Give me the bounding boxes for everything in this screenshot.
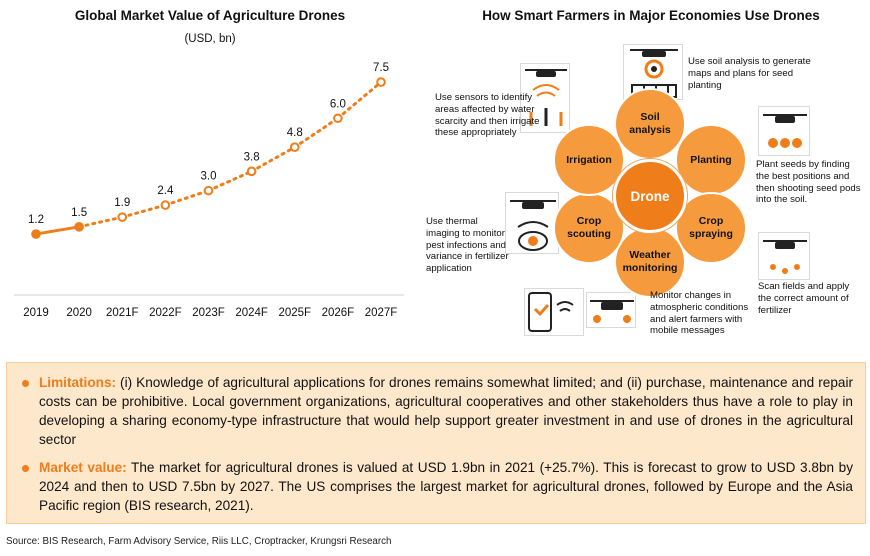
irrigation-drone-icon bbox=[520, 63, 570, 133]
market-value-item: Market value: The market for agricultura… bbox=[19, 458, 853, 515]
x-tick-label: 2027F bbox=[365, 307, 398, 319]
x-tick-label: 2021F bbox=[106, 307, 139, 319]
data-label: 7.5 bbox=[373, 62, 389, 74]
planting-drone-icon bbox=[758, 106, 810, 156]
mobile-alert-drone-icon bbox=[524, 288, 584, 336]
info-box: Limitations: (i) Knowledge of agricultur… bbox=[6, 362, 866, 524]
line-segment-forecast bbox=[77, 215, 124, 229]
petal-planting: Planting bbox=[675, 124, 747, 196]
bullet-dot bbox=[22, 465, 29, 472]
bullet-dot bbox=[22, 380, 29, 387]
line-segment-forecast bbox=[250, 145, 297, 173]
market-value-line-chart: 1.2 2019 1.5 2020 1.9 2021F 2.4 2022F 3.0 2023F 3.… bbox=[14, 62, 404, 319]
data-point bbox=[333, 113, 343, 124]
market-value-label: Market value: bbox=[39, 460, 127, 475]
data-label: 1.5 bbox=[71, 207, 87, 219]
data-point bbox=[203, 185, 214, 196]
line-segment-forecast bbox=[120, 203, 167, 219]
data-label: 6.0 bbox=[330, 98, 346, 110]
source-note: Source: BIS Research, Farm Advisory Serv… bbox=[6, 536, 392, 547]
chart-title: Global Market Value of Agriculture Drone… bbox=[74, 8, 346, 23]
data-point bbox=[31, 229, 41, 239]
line-segment-actual bbox=[34, 225, 81, 236]
thermal-camera-drone-icon bbox=[505, 192, 559, 254]
data-point bbox=[117, 212, 128, 222]
data-point bbox=[246, 166, 257, 177]
data-label: 1.2 bbox=[28, 214, 44, 226]
note-crop-scouting: Use thermal imaging to monitor pest infe… bbox=[426, 216, 509, 275]
petal-weather-monitoring: Weather monitoring bbox=[614, 226, 686, 298]
data-label: 1.9 bbox=[114, 197, 130, 209]
line-segment-forecast bbox=[293, 116, 340, 149]
x-tick-label: 2025F bbox=[278, 307, 311, 319]
data-label: 3.8 bbox=[244, 151, 260, 163]
x-tick-label: 2022F bbox=[149, 307, 182, 319]
note-planting: Plant seeds by finding the best position… bbox=[756, 159, 861, 206]
limitations-label: Limitations: bbox=[39, 375, 117, 390]
x-tick-label: 2020 bbox=[66, 307, 92, 319]
petal-soil-analysis: Soil analysis bbox=[614, 88, 686, 160]
note-crop-spraying: Scan fields and apply the correct amount… bbox=[758, 281, 850, 316]
spraying-drone-icon bbox=[758, 232, 810, 280]
drone-uses-diagram: Soil analysis Planting Crop spraying Wea… bbox=[420, 30, 870, 355]
petal-crop-spraying: Crop spraying bbox=[675, 192, 747, 264]
data-label: 3.0 bbox=[201, 171, 217, 183]
weather-drone-icon bbox=[586, 292, 636, 328]
data-label: 4.8 bbox=[287, 127, 303, 139]
note-irrigation: Use sensors to identify areas affected b… bbox=[435, 92, 540, 139]
note-soil-analysis: Use soil analysis to generate maps and p… bbox=[688, 56, 811, 91]
data-point bbox=[376, 77, 386, 87]
data-label: 2.4 bbox=[157, 185, 174, 197]
x-tick-label: 2024F bbox=[235, 307, 268, 319]
limitations-item: Limitations: (i) Knowledge of agricultur… bbox=[19, 373, 853, 449]
data-point bbox=[289, 142, 300, 152]
line-segment-forecast bbox=[336, 80, 383, 120]
line-segment-forecast bbox=[207, 169, 254, 193]
x-tick-label: 2026F bbox=[322, 307, 355, 319]
data-point bbox=[160, 200, 171, 210]
diagram-title: How Smart Farmers in Major Economies Use… bbox=[482, 8, 820, 23]
data-point bbox=[74, 222, 84, 232]
petal-irrigation: Irrigation bbox=[553, 124, 625, 196]
chart-unit: (USD, bn) bbox=[184, 33, 236, 45]
x-tick-label: 2023F bbox=[192, 307, 225, 319]
limitations-text: (i) Knowledge of agricultural applicatio… bbox=[39, 375, 853, 447]
x-tick-label: 2019 bbox=[23, 307, 49, 319]
line-segment-forecast bbox=[163, 189, 210, 207]
hub-drone: Drone bbox=[613, 159, 687, 233]
market-value-text: The market for agricultural drones is va… bbox=[39, 460, 853, 513]
note-weather-monitoring: Monitor changes in atmospheric condition… bbox=[650, 290, 749, 337]
